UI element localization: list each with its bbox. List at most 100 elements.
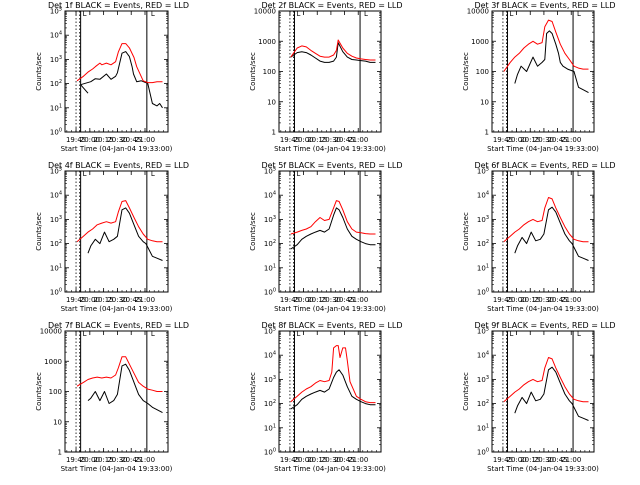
y-tick-label: 102 [50,79,62,88]
x-tick-label: 20:00 [293,136,313,144]
y-tick-label: 104 [264,351,276,360]
series-line-lld [503,197,589,243]
panel-title: Det 4f BLACK = Events, RED = LLD [48,161,189,170]
x-axis-title: Start Time (04-Jan-04 19:33:00) [274,465,386,473]
x-tick-label: 19:45 [280,136,300,144]
y-tick-label: 101 [50,263,62,272]
x-tick-label: 20:15 [307,136,327,144]
panel-title: Det 5f BLACK = Events, RED = LLD [261,161,402,170]
series-line-events [514,30,589,94]
y-tick-label: 103 [50,215,62,224]
series-line-lld [76,43,163,84]
x-axis-title: Start Time (04-Jan-04 19:33:00) [487,145,599,153]
x-tick-label: 20:45 [547,296,567,304]
marker-label: L [364,170,368,178]
x-tick-label: 20:00 [506,456,526,464]
y-axis-label: Counts/sec [462,372,470,411]
x-tick-label: 21:00 [561,296,581,304]
x-tick-label: 20:45 [121,456,141,464]
x-tick-label: 20:30 [107,136,127,144]
x-axis-title: Start Time (04-Jan-04 19:33:00) [274,145,386,153]
x-tick-label: 20:00 [506,136,526,144]
y-tick-label: 102 [477,399,489,408]
panel-det-7 [64,330,169,453]
x-tick-label: 21:00 [135,456,155,464]
series-line-lld [290,39,376,61]
x-tick-label: 19:45 [280,456,300,464]
series-line-events [290,42,376,63]
y-tick-label: 103 [477,375,489,384]
x-axis-title: Start Time (04-Jan-04 19:33:00) [61,145,173,153]
x-axis-title: Start Time (04-Jan-04 19:33:00) [487,305,599,313]
y-tick-label: 1 [485,129,489,137]
y-tick-label: 10 [480,98,489,106]
x-tick-label: 20:45 [121,296,141,304]
y-axis-label: Counts/sec [249,52,257,91]
marker-label: L [151,330,155,338]
x-tick-label: 20:00 [506,296,526,304]
x-axis-title: Start Time (04-Jan-04 19:33:00) [61,465,173,473]
y-tick-label: 104 [50,31,62,40]
series-line-lld [503,357,589,403]
y-tick-label: 101 [264,423,276,432]
y-tick-label: 10 [53,418,62,426]
y-tick-label: 100 [264,288,276,297]
y-tick-label: 105 [50,7,62,16]
panel-det-9 [491,330,595,453]
series-line-events [80,51,163,109]
y-tick-label: 104 [264,191,276,200]
y-axis-label: Counts/sec [462,52,470,91]
x-tick-label: 20:15 [520,456,540,464]
y-tick-label: 100 [477,288,489,297]
marker-label: L [296,10,300,18]
marker-label: L [577,10,581,18]
series-line-events [514,366,589,421]
x-tick-label: 19:45 [66,296,86,304]
y-tick-label: 1 [58,449,62,457]
series-line-lld [290,200,376,235]
y-tick-label: 103 [264,215,276,224]
y-tick-label: 105 [477,327,489,336]
x-tick-label: 20:15 [94,296,114,304]
series-line-events [290,207,376,250]
plot-frame [491,170,595,293]
y-tick-label: 101 [264,263,276,272]
y-tick-label: 100 [50,128,62,137]
panel-det-3 [491,10,595,133]
x-tick-label: 20:15 [520,136,540,144]
y-tick-label: 105 [264,327,276,336]
y-tick-label: 10000 [40,328,62,336]
plot-frame [278,330,382,453]
x-tick-label: 20:00 [293,456,313,464]
marker-label: L [83,330,87,338]
x-tick-label: 20:30 [321,456,341,464]
x-tick-label: 20:30 [321,296,341,304]
panel-title: Det 9f BLACK = Events, RED = LLD [474,321,615,330]
x-tick-label: 20:00 [80,136,100,144]
panel-det-2 [278,10,382,133]
x-tick-label: 20:45 [334,296,354,304]
marker-label: L [151,10,155,18]
y-tick-label: 10000 [467,8,489,16]
x-tick-label: 21:00 [348,296,368,304]
x-axis-title: Start Time (04-Jan-04 19:33:00) [274,305,386,313]
panel-title: Det 6f BLACK = Events, RED = LLD [474,161,615,170]
y-tick-label: 101 [50,103,62,112]
y-tick-label: 1 [272,129,276,137]
y-tick-label: 100 [477,448,489,457]
series-line-events [290,369,376,410]
y-tick-label: 105 [50,167,62,176]
y-tick-label: 102 [264,399,276,408]
x-tick-label: 21:00 [348,456,368,464]
x-tick-label: 19:45 [493,456,513,464]
x-tick-label: 20:45 [121,136,141,144]
y-tick-label: 102 [477,239,489,248]
marker-label: L [509,330,513,338]
y-tick-label: 104 [50,191,62,200]
x-tick-label: 19:45 [280,296,300,304]
y-tick-label: 102 [50,239,62,248]
marker-label: L [83,10,87,18]
series-line-lld [290,345,376,404]
